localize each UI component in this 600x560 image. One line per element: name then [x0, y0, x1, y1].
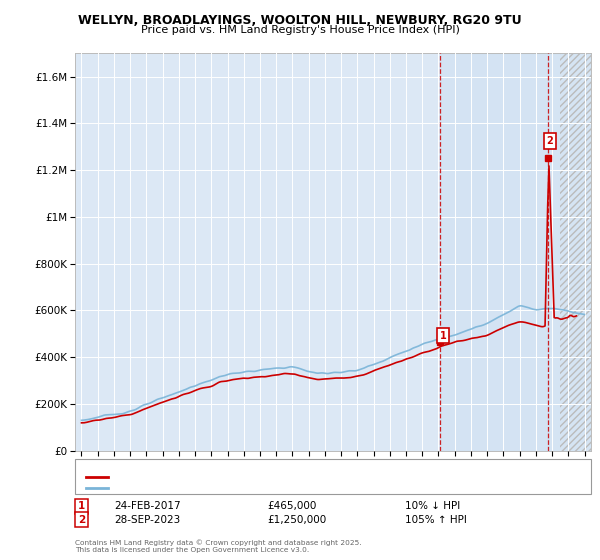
Text: 28-SEP-2023: 28-SEP-2023: [114, 515, 180, 525]
Bar: [440, 53, 548, 451]
Text: 1: 1: [78, 501, 85, 511]
Text: Price paid vs. HM Land Registry's House Price Index (HPI): Price paid vs. HM Land Registry's House …: [140, 25, 460, 35]
Text: 2: 2: [78, 515, 85, 525]
Text: 105% ↑ HPI: 105% ↑ HPI: [405, 515, 467, 525]
Text: £1,250,000: £1,250,000: [267, 515, 326, 525]
Text: 10% ↓ HPI: 10% ↓ HPI: [405, 501, 460, 511]
Text: Contains HM Land Registry data © Crown copyright and database right 2025.
This d: Contains HM Land Registry data © Crown c…: [75, 540, 362, 553]
Text: HPI: Average price, detached house, Basingstoke and Deane: HPI: Average price, detached house, Basi…: [113, 483, 375, 492]
Text: 2: 2: [547, 136, 553, 146]
Bar: [548, 53, 591, 451]
Text: WELLYN, BROADLAYINGS, WOOLTON HILL, NEWBURY, RG20 9TU (detached house): WELLYN, BROADLAYINGS, WOOLTON HILL, NEWB…: [113, 473, 467, 482]
Text: £465,000: £465,000: [267, 501, 316, 511]
Text: 1: 1: [439, 330, 446, 340]
Bar: [560, 53, 591, 451]
Text: 24-FEB-2017: 24-FEB-2017: [114, 501, 181, 511]
Text: WELLYN, BROADLAYINGS, WOOLTON HILL, NEWBURY, RG20 9TU: WELLYN, BROADLAYINGS, WOOLTON HILL, NEWB…: [78, 14, 522, 27]
